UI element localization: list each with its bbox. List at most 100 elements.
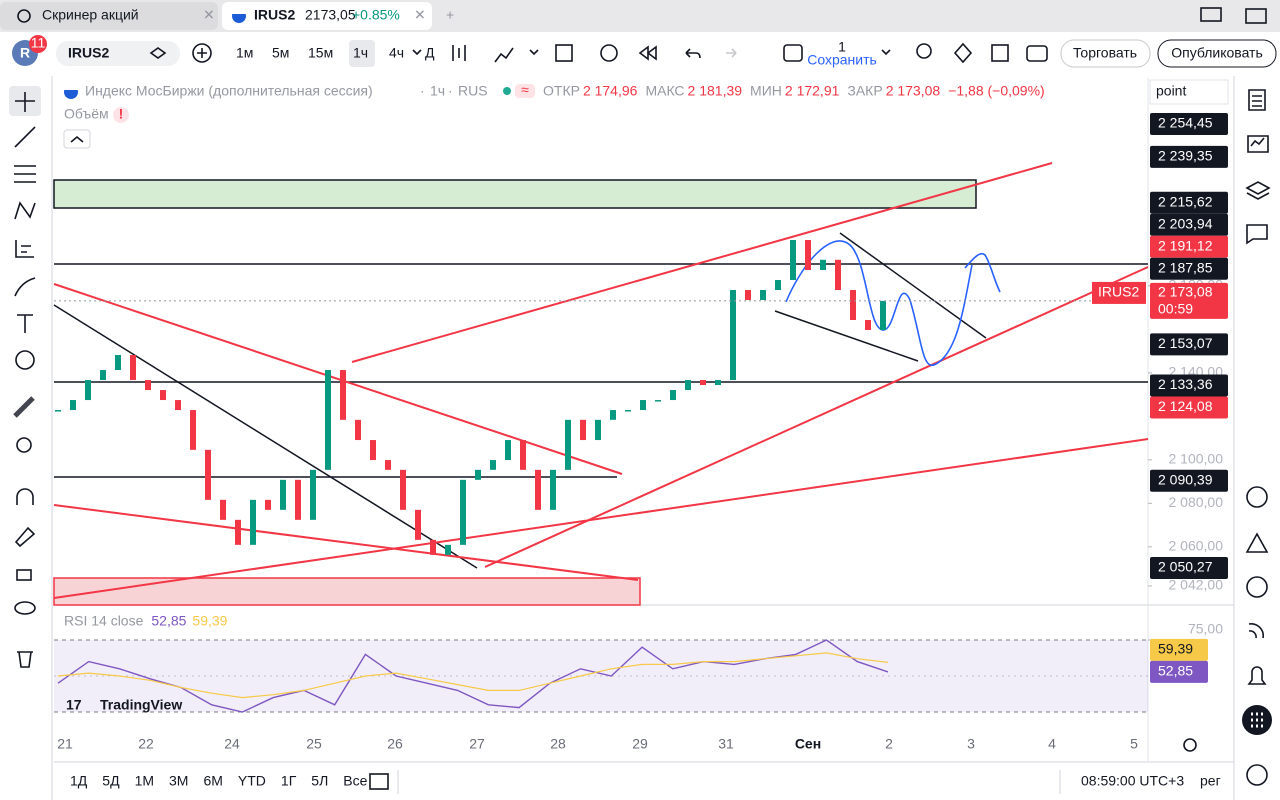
trend-line[interactable] [484, 266, 1149, 568]
delete-tool[interactable] [17, 651, 33, 668]
candle [535, 469, 541, 510]
publish-button[interactable] [1157, 39, 1277, 68]
window-icon[interactable] [1245, 8, 1267, 24]
redo[interactable] [726, 48, 737, 58]
pattern-tool[interactable] [14, 201, 36, 220]
layout-save-icon[interactable] [783, 44, 803, 62]
trend-line[interactable] [839, 232, 987, 339]
alerts[interactable] [1247, 666, 1267, 685]
symbol-search[interactable] [56, 41, 180, 66]
crosshair-tool[interactable] [15, 92, 35, 112]
snapshot-icon[interactable] [1026, 45, 1048, 62]
zone-rectangle[interactable] [53, 179, 977, 209]
zoom-tool[interactable] [16, 437, 32, 453]
streams[interactable] [1248, 623, 1264, 639]
tab-close[interactable]: ✕ [414, 7, 426, 23]
tab[interactable] [0, 2, 218, 30]
forecast-tool[interactable] [15, 240, 34, 258]
layers[interactable] [1245, 181, 1271, 200]
lock-tool[interactable] [16, 569, 32, 581]
candle [370, 440, 376, 461]
range-button[interactable]: 5Д [102, 773, 120, 789]
interval[interactable]: 1ч [353, 45, 368, 61]
scale-mode[interactable]: рег [1200, 773, 1221, 789]
tab[interactable] [222, 2, 432, 30]
trend-line[interactable] [53, 438, 1149, 599]
tab-close[interactable]: ✕ [203, 7, 215, 23]
add-symbol[interactable] [192, 43, 212, 63]
trend-line[interactable] [53, 304, 478, 569]
price-label-box [1150, 257, 1228, 280]
watchlist[interactable] [1248, 89, 1266, 111]
search-icon[interactable] [916, 43, 932, 59]
window-icon[interactable] [1200, 7, 1222, 22]
help[interactable] [1246, 764, 1268, 786]
trendline-tool[interactable] [14, 126, 36, 148]
interval-menu[interactable] [412, 49, 422, 56]
candle [70, 400, 76, 411]
text-tool[interactable] [17, 314, 33, 333]
ruler-tool[interactable] [13, 396, 35, 418]
range-button[interactable]: 1Г [281, 773, 297, 789]
alert-icon[interactable] [600, 44, 618, 62]
candle [145, 380, 151, 391]
settings-icon[interactable] [953, 42, 973, 64]
range-button[interactable]: 5Л [311, 773, 328, 789]
price-label: 2 187,85 [1158, 260, 1213, 276]
magnet-tool[interactable] [16, 488, 34, 505]
indicators-menu[interactable] [529, 49, 539, 56]
trend-line[interactable] [351, 162, 1053, 363]
range-button[interactable]: 1Д [70, 773, 88, 789]
save-label[interactable]: Сохранить [807, 52, 877, 68]
interval[interactable]: 1м [236, 45, 253, 61]
axis-settings[interactable] [1183, 738, 1197, 752]
brush-drawing[interactable] [785, 240, 1001, 366]
date-range-icon[interactable] [369, 773, 389, 790]
new-tab[interactable]: + [446, 7, 454, 23]
undo[interactable] [685, 48, 701, 59]
brush-tool[interactable] [14, 277, 36, 297]
interval[interactable]: 4ч [389, 45, 404, 61]
collapse-button[interactable] [63, 129, 91, 149]
visibility-tool[interactable] [14, 601, 36, 615]
ideas[interactable] [1246, 486, 1268, 508]
chat[interactable] [1246, 224, 1268, 245]
layout-icon[interactable] [555, 44, 573, 62]
trend-line[interactable] [53, 283, 623, 475]
interval[interactable]: 15м [308, 45, 333, 61]
trade-button[interactable] [1060, 39, 1151, 68]
interval[interactable]: 5м [272, 45, 289, 61]
brand-name: TradingView [100, 697, 182, 713]
trend-line[interactable] [53, 504, 639, 581]
price-label: 2 239,35 [1158, 148, 1213, 164]
range-button[interactable]: Все [343, 773, 367, 789]
candle [790, 239, 796, 281]
news[interactable] [1247, 135, 1269, 153]
x-tick-label: 31 [718, 736, 734, 752]
emoji-tool[interactable] [15, 350, 35, 370]
replay-icon[interactable] [638, 45, 657, 61]
candle [580, 419, 586, 441]
trend-line[interactable] [774, 310, 919, 362]
range-button[interactable]: 1М [135, 773, 154, 789]
ohlc: ОТКР 2 174,96 МАКС 2 181,39 МИН 2 172,91 ЗАКР 2… [543, 83, 1045, 99]
range-button[interactable]: 3М [169, 773, 188, 789]
save-menu[interactable] [881, 49, 891, 56]
countdown: 00:59 [1158, 301, 1193, 317]
fib-tool[interactable] [14, 165, 36, 183]
search-box[interactable] [1149, 79, 1229, 105]
candle [730, 290, 736, 381]
range-button[interactable]: YTD [238, 773, 266, 789]
scripts[interactable] [1245, 532, 1269, 553]
range-button[interactable]: 6М [203, 773, 222, 789]
calendar[interactable] [1246, 576, 1268, 598]
interval[interactable]: Д [425, 45, 435, 61]
fullscreen-icon[interactable] [991, 44, 1009, 62]
compare-icon[interactable] [149, 47, 167, 59]
badge-count: 11 [31, 35, 46, 51]
zone-rectangle[interactable] [53, 577, 641, 606]
indicators-icon[interactable] [494, 47, 514, 63]
draw-lock-tool[interactable] [14, 526, 36, 548]
rsi-value-label: 52,85 [1158, 663, 1193, 679]
candle-type[interactable] [452, 45, 466, 61]
